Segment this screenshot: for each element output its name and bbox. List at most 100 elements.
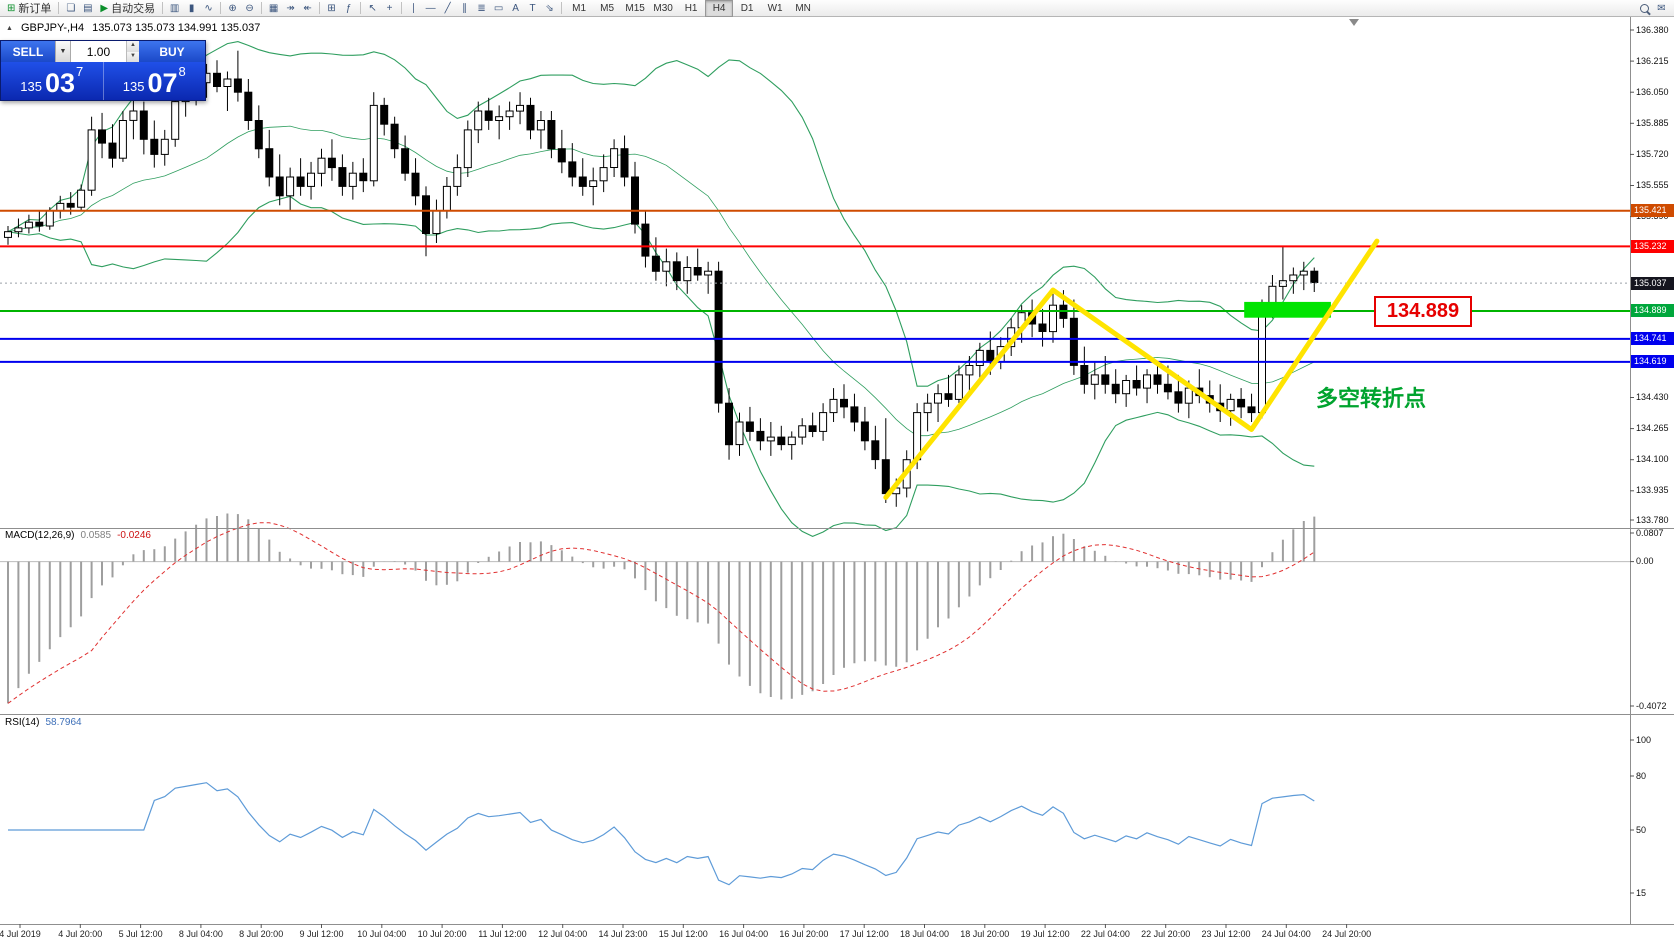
candle-up	[662, 261, 671, 272]
indicators-icon[interactable]: ƒ	[345, 2, 352, 14]
timeframe-d1[interactable]: D1	[740, 2, 754, 14]
candle-up	[453, 167, 462, 187]
macd-name: MACD(12,26,9)	[5, 530, 75, 541]
trendline-icon[interactable]: ╱	[444, 2, 451, 14]
candle-up	[610, 148, 619, 168]
text-icon[interactable]: A	[512, 2, 519, 14]
buy-button[interactable]: BUY	[139, 41, 205, 62]
new-chart-icon[interactable]: ⊞	[327, 2, 336, 14]
sell-price[interactable]: 135 03 7	[1, 62, 103, 100]
channel-icon[interactable]: ∥	[462, 2, 468, 14]
candle-down	[568, 161, 577, 178]
candle-up	[4, 231, 12, 238]
volume-down-icon[interactable]: ▼	[126, 51, 139, 62]
candle-up	[317, 157, 326, 174]
community-icon[interactable]: ✉	[1657, 3, 1666, 14]
buy-price[interactable]: 135 07 8	[102, 62, 206, 100]
search-icon[interactable]	[1636, 1, 1653, 16]
order-type-dropdown[interactable]: ▼	[55, 41, 71, 62]
profiles-icon[interactable]: ▤	[83, 2, 93, 14]
candle-down	[296, 176, 305, 187]
charts-grid-icon[interactable]: ❏	[66, 2, 76, 14]
timeframe-h4[interactable]: H4	[705, 0, 734, 17]
candle-up	[442, 185, 451, 212]
timeframe-m15[interactable]: M15	[625, 2, 645, 14]
arrow-tools-icon[interactable]: ⇘	[545, 2, 554, 14]
candle-up	[516, 104, 524, 112]
candle-down	[484, 110, 493, 121]
bar-chart-icon[interactable]: ▥	[169, 2, 180, 14]
new-order-icon: ⊞	[7, 2, 16, 14]
candle-down	[411, 172, 420, 197]
line-chart-icon[interactable]: ∿	[204, 2, 213, 14]
candle-down	[35, 221, 44, 227]
auto-trading-button[interactable]: ▶ 自动交易	[96, 1, 159, 16]
candle-down	[777, 436, 786, 446]
horizontal-line-icon[interactable]: ―	[425, 2, 436, 14]
candlestick-chart-icon[interactable]: ▮	[188, 2, 195, 14]
candle-up	[1049, 304, 1057, 333]
tile-windows-icon[interactable]: ▦	[268, 2, 279, 14]
timeframe-w1[interactable]: W1	[767, 2, 783, 14]
shapes-icon[interactable]: ▭	[493, 2, 504, 14]
candle-down	[871, 440, 880, 461]
fibonacci-icon[interactable]: ≣	[477, 2, 486, 14]
crosshair-icon[interactable]: +	[386, 2, 393, 14]
toolbar: ⊞ 新订单 ❏ ▤ ▶ 自动交易 ▥ ▮ ∿ ⊕ ⊖ ▦ ↠ ↞ ⊞ ƒ ↖ + ∣ ― ╱ ∥ ≣ ▭ A T ⇘ M1…	[0, 0, 1674, 17]
chart-shift-marker[interactable]	[1349, 19, 1359, 26]
candle-up	[1090, 374, 1099, 385]
label-icon[interactable]: T	[529, 2, 536, 14]
candle-down	[631, 176, 639, 225]
candle-up	[77, 189, 86, 208]
sell-button[interactable]: SELL	[1, 41, 55, 62]
candle-down	[1310, 270, 1319, 284]
panel-chrome	[0, 17, 1674, 928]
bollinger-bands	[7, 41, 1315, 538]
candle-down	[1080, 365, 1089, 385]
candle-up	[934, 393, 942, 404]
candle-up	[118, 120, 127, 159]
chart-shift-icon[interactable]: ↞	[303, 2, 312, 14]
candle-down	[139, 110, 148, 140]
timeframe-m5[interactable]: M5	[600, 2, 615, 14]
zoom-in-icon[interactable]: ⊕	[228, 2, 237, 14]
bb-middle-band	[7, 125, 1315, 437]
candle-down	[1069, 317, 1078, 366]
candle-down	[98, 129, 106, 144]
horizontal-lines	[0, 209, 1630, 363]
candles-layer	[4, 50, 1319, 507]
highlight-rectangle[interactable]	[1244, 301, 1331, 318]
volume-up-icon[interactable]: ▲	[126, 41, 139, 52]
price-callout-label[interactable]: 134.889	[1374, 296, 1472, 327]
candle-up	[735, 421, 744, 446]
timeframe-m30[interactable]: M30	[653, 2, 673, 14]
volume-input[interactable]	[71, 41, 126, 62]
timeframe-mn[interactable]: MN	[795, 2, 811, 14]
auto-scroll-icon[interactable]: ↠	[286, 2, 295, 14]
ohlc-values: 135.073 135.073 134.991 135.037	[92, 22, 261, 34]
toolbar-separator	[220, 2, 222, 14]
sell-price-pip: 7	[76, 64, 84, 79]
candle-up	[829, 398, 838, 414]
new-order-button[interactable]: ⊞ 新订单	[3, 1, 55, 16]
vertical-line-icon[interactable]: ∣	[411, 2, 417, 14]
candle-down	[860, 421, 869, 442]
candle-down	[244, 91, 253, 121]
candle-down	[401, 148, 410, 174]
candle-up	[45, 210, 54, 227]
toolbar-tool-icons: ▥ ▮ ∿ ⊕ ⊖ ▦ ↠ ↞ ⊞ ƒ ↖ + ∣ ― ╱ ∥ ≣ ▭ A T ⇘	[166, 1, 558, 16]
cursor-icon[interactable]: ↖	[368, 2, 377, 14]
trend-zigzag-line[interactable]	[883, 238, 1380, 500]
timeframe-h1[interactable]: H1	[684, 2, 698, 14]
candle-down	[840, 398, 848, 408]
candle-down	[390, 123, 399, 150]
zoom-out-icon[interactable]: ⊖	[245, 2, 254, 14]
macd-signal-value: -0.0246	[117, 530, 151, 541]
timeframe-m1[interactable]: M1	[572, 2, 587, 14]
candle-down	[359, 172, 368, 182]
volume-spinner: ▲ ▼	[125, 41, 139, 62]
candle-down	[1101, 374, 1110, 385]
candle-down	[108, 142, 117, 159]
candle-up	[965, 365, 974, 376]
